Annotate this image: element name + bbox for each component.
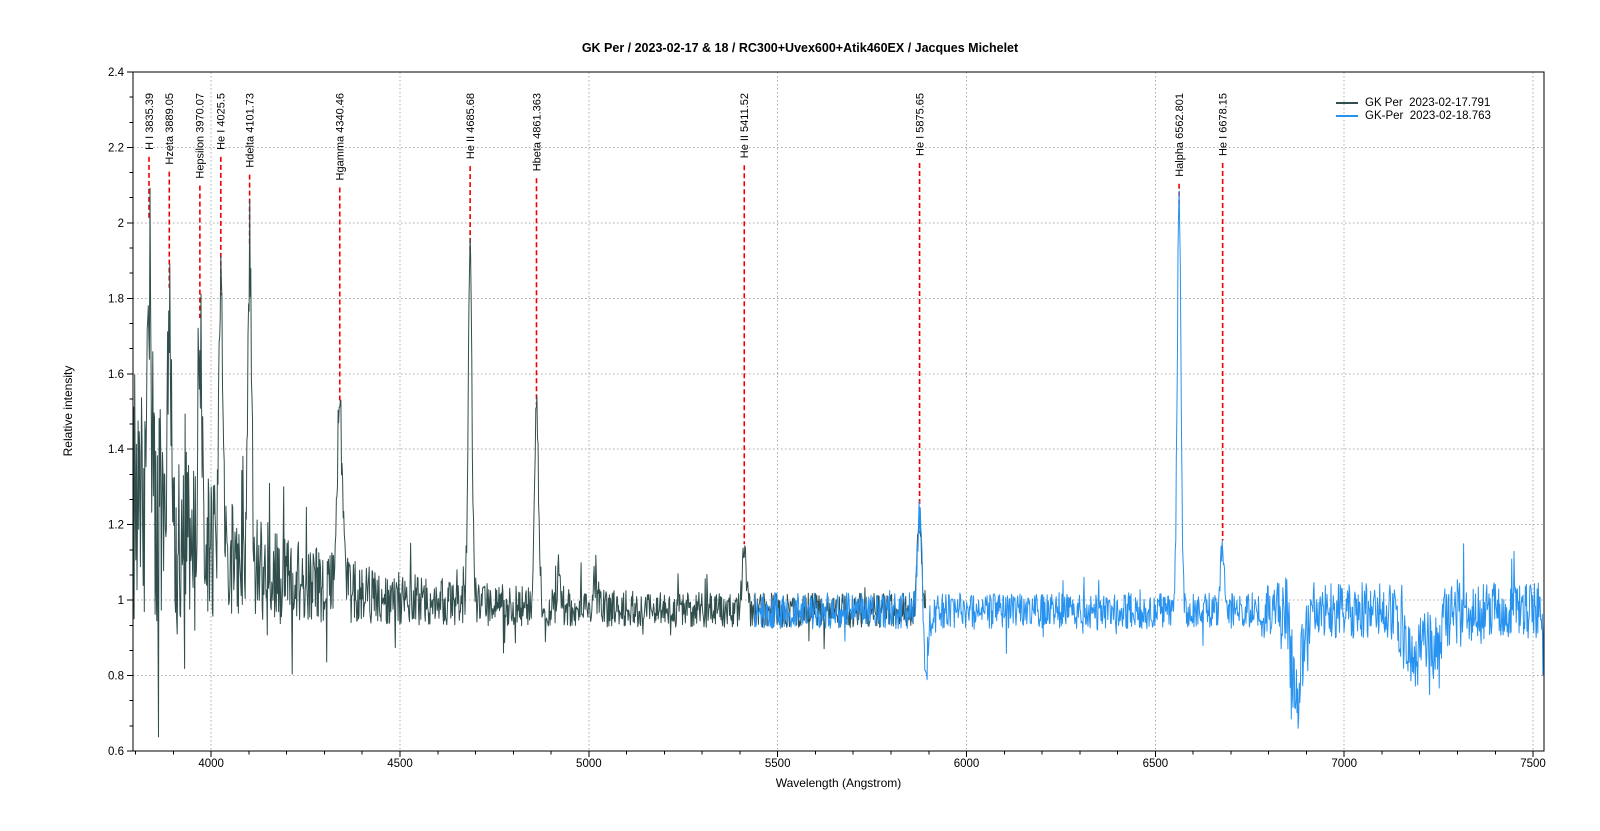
spectrum-series-black (132, 187, 927, 738)
x-tick-label: 4000 (198, 758, 224, 770)
x-tick-label: 7500 (1520, 758, 1546, 770)
y-tick-label: 1.2 (108, 520, 124, 532)
spectral-line-label: He I 5875.65 (914, 93, 926, 156)
legend-entry-black: GK Per 2023-02-17.791 (1336, 96, 1491, 109)
y-tick-label: 1.4 (108, 444, 125, 456)
x-tick-label: 6500 (1143, 758, 1169, 770)
y-tick-label: 1.6 (108, 369, 124, 381)
spectra (132, 187, 1545, 738)
tick-labels: 4000 4500 5000 5500 6000 6500 7000 7500 0.6 0.8 1 1… (108, 67, 1546, 770)
x-tick-label: 4500 (387, 758, 413, 770)
y-tick-label: 2 (118, 218, 124, 230)
spectral-line-label: Hgamma 4340.46 (335, 93, 347, 180)
spectral-line-label: Hbeta 4861.363 (531, 93, 543, 171)
y-tick-label: 0.6 (108, 746, 124, 758)
spectral-line-label: Hdelta 4101.73 (244, 93, 256, 168)
y-tick-label: 0.8 (108, 671, 124, 683)
x-tick-label: 6000 (954, 758, 980, 770)
x-tick-label: 5000 (576, 758, 602, 770)
legend-swatch-black (1336, 101, 1358, 104)
line-markers: H I 3835.39 Hzeta 3889.05 Hepsilon 3970.07… (144, 93, 1230, 545)
y-tick-label: 2.4 (108, 67, 125, 79)
spectral-line-label: Hepsilon 3970.07 (195, 93, 207, 179)
y-tick-label: 1.8 (108, 293, 124, 305)
axis-ticks (127, 71, 1534, 757)
x-tick-label: 7000 (1331, 758, 1357, 770)
spectral-line-label: He I 6678.15 (1218, 93, 1230, 156)
chart-title: GK Per / 2023-02-17 & 18 / RC300+Uvex600… (581, 41, 1019, 55)
legend: GK Per 2023-02-17.791 GK-Per 2023-02-18.… (1336, 96, 1491, 122)
spectral-line-label: He II 4685.68 (465, 93, 477, 159)
spectrum-series-blue (753, 190, 1545, 729)
spectral-line-label: He II 5411.52 (739, 93, 751, 158)
plot-frame (132, 71, 1545, 752)
legend-swatch-blue (1336, 114, 1358, 117)
spectral-line-label: Halpha 6562.801 (1174, 93, 1186, 177)
spectral-line-label: Hzeta 3889.05 (164, 93, 176, 165)
legend-label-black: GK Per 2023-02-17.791 (1365, 96, 1491, 109)
y-tick-label: 1 (118, 595, 124, 607)
gridlines (133, 72, 1544, 751)
y-tick-label: 2.2 (108, 142, 124, 154)
x-tick-label: 5500 (765, 758, 791, 770)
spectral-line-label: H I 3835.39 (144, 93, 156, 150)
plot-border (132, 71, 1545, 752)
x-axis-label: Wavelength (Angstrom) (775, 776, 902, 790)
legend-label-blue: GK-Per 2023-02-18.763 (1365, 109, 1491, 122)
spectral-line-label: He I 4025.5 (216, 93, 228, 150)
legend-entry-blue: GK-Per 2023-02-18.763 (1336, 109, 1491, 122)
